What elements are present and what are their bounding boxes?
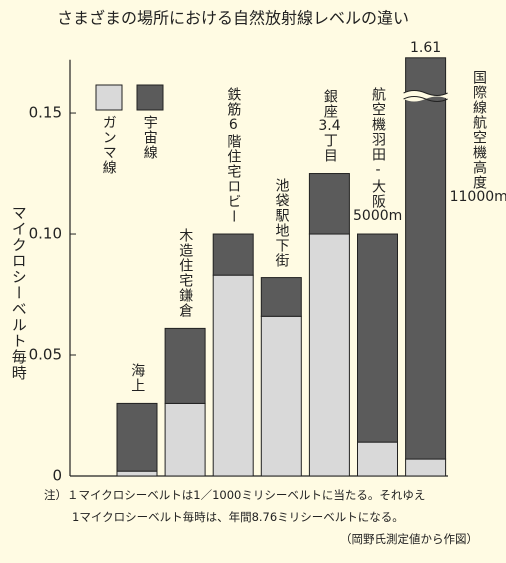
- bar-segment: [212, 233, 254, 276]
- annotation: 1.61: [410, 40, 441, 56]
- bar-segment: [357, 441, 398, 477]
- y-tick-label: 0: [52, 467, 62, 485]
- bar-segment: [308, 173, 350, 235]
- bar-segment: [164, 327, 206, 404]
- note: 1マイクロシーベルト毎時は、年間8.76ミリシーベルトになる。: [72, 510, 404, 524]
- category-label: 池袋駅地下街: [273, 177, 290, 268]
- category-line: 鉄筋6階住宅ロビー: [225, 87, 242, 225]
- legend-swatch: [136, 84, 164, 111]
- note: 注）１マイクロシーベルトは1／1000ミリシーベルトに当たる。それゆえ: [44, 488, 426, 502]
- category-line: 航空機羽田-大阪: [369, 87, 386, 210]
- category-line: 丁目: [321, 133, 338, 164]
- bar-segment: [260, 277, 302, 317]
- axis-break: [403, 90, 448, 102]
- y-tick-label: 0.10: [29, 225, 62, 243]
- category-line: 木造住宅鎌倉: [177, 228, 194, 319]
- category-label: 木造住宅鎌倉: [177, 228, 194, 319]
- category-line: 海上: [129, 363, 146, 394]
- bar-segment: [116, 402, 158, 472]
- category-line: 3.4: [318, 117, 341, 134]
- bar-segment: [212, 274, 254, 477]
- bar-segment: [260, 315, 302, 477]
- bar-segment: [308, 233, 350, 477]
- category-line: 池袋駅地下街: [273, 177, 290, 268]
- bar-segment: [164, 402, 206, 477]
- chart-title: さまざまの場所における自然放射線レベルの違い: [57, 9, 409, 28]
- axis-break-line: [403, 90, 448, 102]
- category-label: 鉄筋6階住宅ロビー: [225, 87, 242, 225]
- y-tick-label: 0.15: [29, 104, 62, 122]
- bar-segment: [116, 470, 158, 477]
- y-axis-label: マイクロシーベルト毎時: [9, 205, 28, 381]
- category-label: 国際線航空機高度 11000m: [450, 70, 506, 205]
- category-line: 国際線航空機高度: [471, 70, 488, 190]
- bar-segment: [357, 233, 398, 443]
- bar-segment: [405, 458, 447, 477]
- category-line: 11000m: [449, 189, 506, 205]
- y-tick-label: 0.05: [29, 346, 62, 364]
- legend-label: ガンマ線: [100, 115, 117, 175]
- legend-swatch: [95, 84, 123, 111]
- category-label: 銀座 3.4 丁目: [318, 89, 340, 164]
- category-line: 銀座: [321, 88, 338, 119]
- note: （岡野氏測定値から作図）: [340, 532, 478, 546]
- category-label: 航空機羽田-大阪 5000m: [353, 87, 402, 224]
- legend-label: 宇宙線: [141, 115, 158, 160]
- bar-segment: [405, 57, 447, 460]
- category-line: 5000m: [353, 208, 403, 225]
- category-label: 海上: [129, 363, 146, 394]
